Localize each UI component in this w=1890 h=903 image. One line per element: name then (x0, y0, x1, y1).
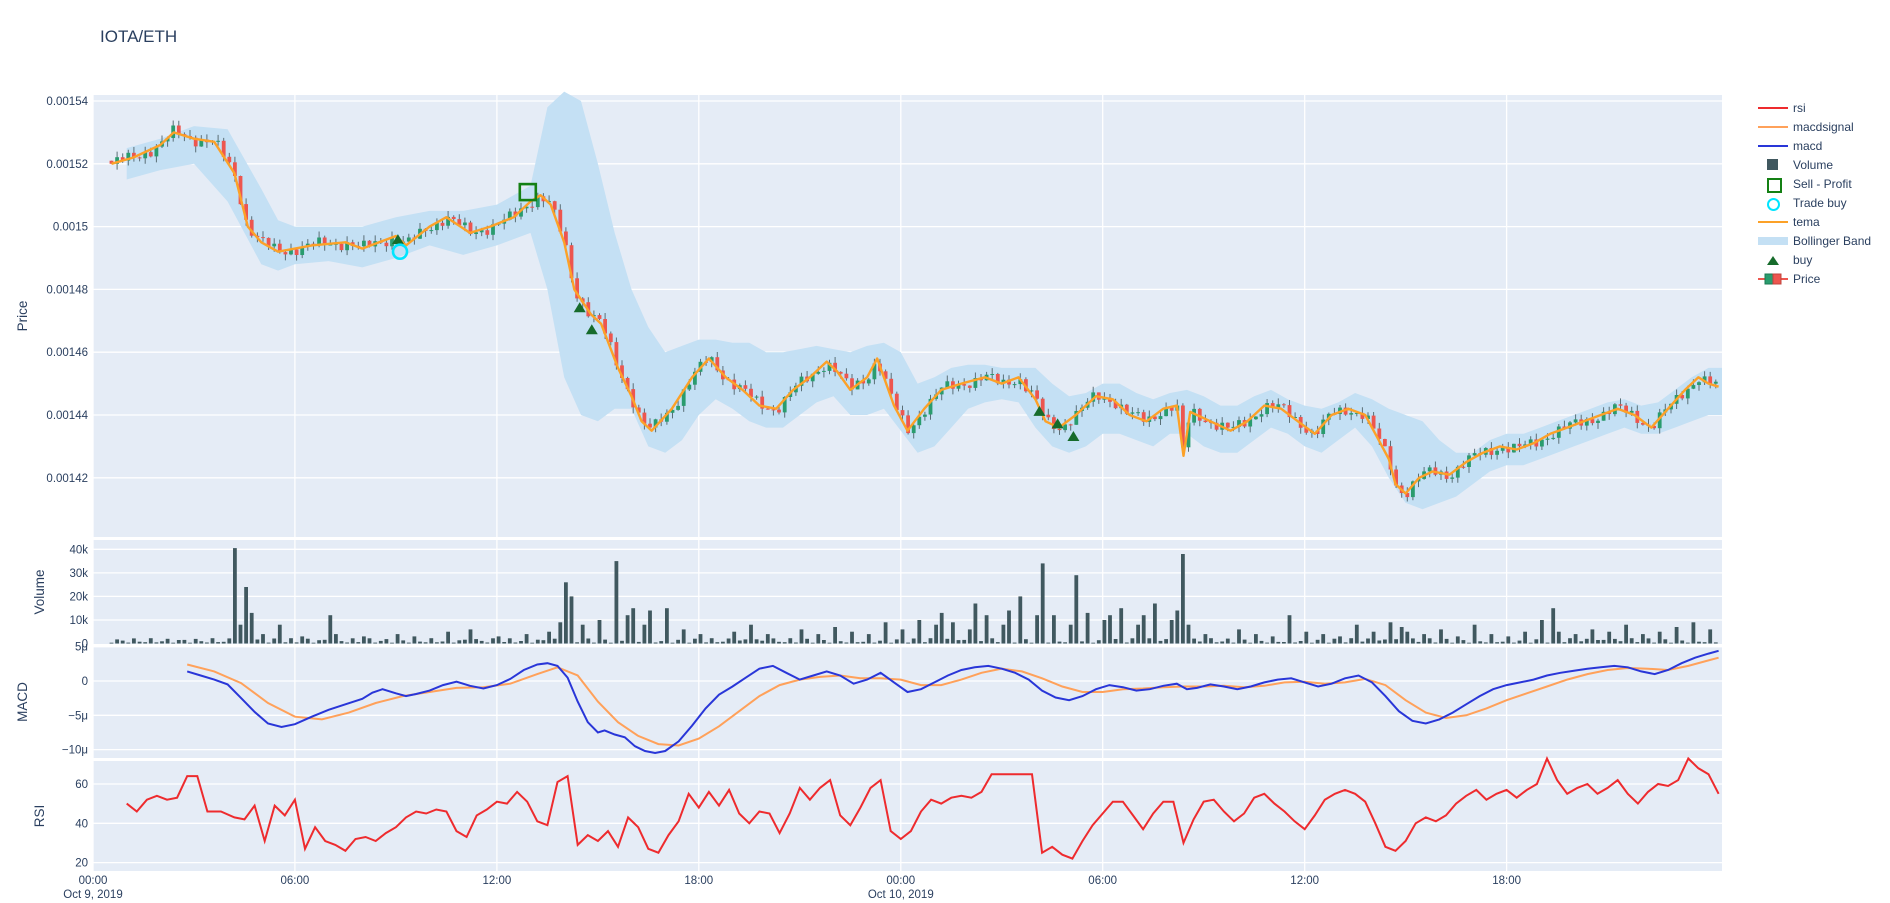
volume-axis-title: Volume (32, 569, 47, 614)
rsi-line (126, 755, 1720, 860)
square-filled-swatch-icon (1758, 158, 1788, 172)
legend-item-label: Sell - Profit (1793, 176, 1852, 191)
legend-item-sell-profit[interactable]: Sell - Profit (1758, 174, 1871, 193)
svg-text:5μ: 5μ (75, 642, 88, 654)
legend: rsi macdsignal macd Volume Sell - Profit Trad… (1758, 98, 1871, 288)
panel-vol[interactable] (93, 540, 1722, 644)
svg-text:0.0015: 0.0015 (53, 222, 88, 234)
bollinger-band (126, 91, 1723, 510)
legend-item-label: Trade buy (1793, 195, 1847, 210)
svg-text:12:00: 12:00 (483, 875, 512, 887)
svg-text:0.00146: 0.00146 (46, 347, 88, 359)
legend-item-price[interactable]: Price (1758, 269, 1871, 288)
svg-text:Oct 9, 2019: Oct 9, 2019 (63, 889, 122, 901)
legend-item-label: macd (1793, 138, 1823, 153)
svg-text:00:00: 00:00 (79, 875, 108, 887)
rsi-axis-title: RSI (32, 805, 47, 828)
band-swatch-icon (1758, 234, 1788, 248)
svg-text:0: 0 (82, 676, 88, 688)
svg-text:40: 40 (75, 818, 88, 830)
svg-text:−5μ: −5μ (68, 710, 88, 722)
legend-item-volume[interactable]: Volume (1758, 155, 1871, 174)
svg-text:18:00: 18:00 (684, 875, 713, 887)
square-open-swatch-icon (1758, 177, 1788, 193)
macd-axis-title: MACD (15, 682, 30, 722)
svg-text:30k: 30k (69, 568, 88, 580)
axis-labels: 0.00154 0.00152 0.0015 0.00148 0.00146 0.0014… (15, 96, 1521, 901)
line-swatch-icon (1758, 101, 1788, 115)
line-swatch-icon (1758, 215, 1788, 229)
svg-text:20: 20 (75, 858, 88, 870)
legend-item-label: Volume (1793, 157, 1834, 172)
tema-line (111, 131, 1719, 495)
trade-buy-markers[interactable] (391, 243, 409, 260)
line-swatch-icon (1758, 139, 1788, 153)
circle-open-swatch-icon (1758, 196, 1788, 211)
legend-item-tema[interactable]: tema (1758, 212, 1871, 231)
legend-item-label: macdsignal (1793, 119, 1854, 134)
chart-title: IOTA/ETH (100, 27, 178, 46)
svg-text:10k: 10k (69, 615, 88, 627)
svg-text:12:00: 12:00 (1290, 875, 1319, 887)
buy-markers[interactable] (391, 234, 1080, 441)
svg-text:60: 60 (75, 779, 88, 791)
svg-text:Oct 10, 2019: Oct 10, 2019 (868, 889, 934, 901)
legend-item-macdsignal[interactable]: macdsignal (1758, 117, 1871, 136)
legend-item-buy[interactable]: buy (1758, 250, 1871, 269)
candle-swatch-icon (1758, 272, 1788, 286)
macd-line (186, 649, 1719, 755)
legend-item-label: Price (1793, 271, 1821, 286)
legend-item-trade-buy[interactable]: Trade buy (1758, 193, 1871, 212)
svg-text:0.00154: 0.00154 (46, 96, 88, 108)
line-swatch-icon (1758, 120, 1788, 134)
svg-text:0: 0 (82, 639, 88, 651)
triangle-swatch-icon (1758, 253, 1788, 267)
legend-item-label: Bollinger Band (1793, 233, 1872, 248)
svg-text:20k: 20k (69, 591, 88, 603)
svg-text:0.00144: 0.00144 (46, 410, 88, 422)
panel-macd[interactable] (93, 646, 1722, 758)
svg-text:0.00152: 0.00152 (46, 159, 88, 171)
volume-bars (109, 548, 1718, 644)
svg-text:06:00: 06:00 (1088, 875, 1117, 887)
svg-text:00:00: 00:00 (886, 875, 915, 887)
panel-rsi[interactable] (93, 761, 1722, 871)
legend-item-label: rsi (1793, 100, 1806, 115)
svg-text:40k: 40k (69, 544, 88, 556)
legend-item-macd[interactable]: macd (1758, 136, 1871, 155)
legend-item-rsi[interactable]: rsi (1758, 98, 1871, 117)
svg-text:18:00: 18:00 (1492, 875, 1521, 887)
legend-item-label: buy (1793, 252, 1813, 267)
svg-text:0.00142: 0.00142 (46, 473, 88, 485)
svg-text:−10μ: −10μ (62, 745, 88, 757)
legend-item-bollinger-band[interactable]: Bollinger Band (1758, 231, 1871, 250)
sell-profit-markers[interactable] (518, 182, 538, 202)
svg-text:0.00148: 0.00148 (46, 284, 88, 296)
legend-item-label: tema (1793, 214, 1820, 229)
price-axis-title: Price (15, 301, 30, 332)
svg-text:06:00: 06:00 (281, 875, 310, 887)
